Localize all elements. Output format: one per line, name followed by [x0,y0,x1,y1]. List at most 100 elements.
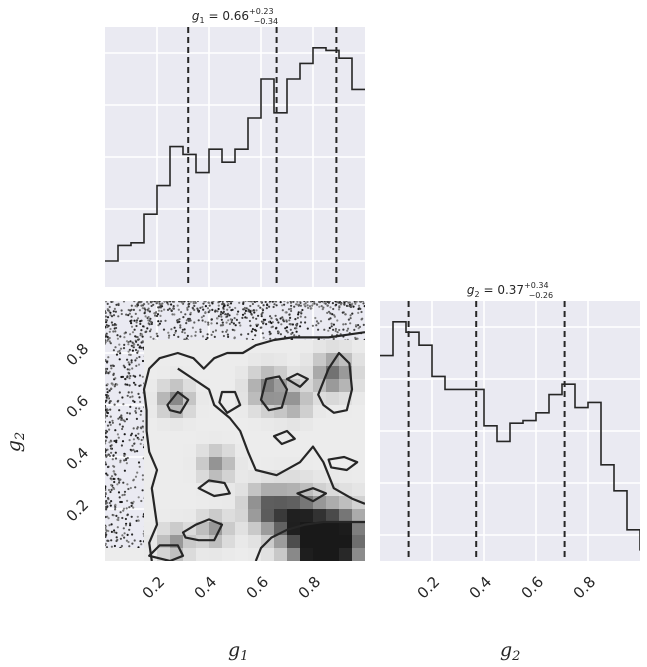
joint-point-1223 [158,322,161,325]
joint-contour-10 [327,455,359,472]
joint-point-330 [152,337,155,340]
joint-point-359 [255,309,258,312]
joint-point-1386 [105,319,107,322]
g1-title-symbol: g [192,9,200,23]
joint-point-159 [319,320,323,323]
joint-point-526 [126,513,129,516]
joint-point-1021 [130,322,133,325]
joint-point-999 [136,317,140,320]
joint-point-786 [128,312,131,315]
joint-point-332 [136,427,139,430]
joint-point-1398 [120,544,123,548]
joint-point-1013 [251,328,254,331]
joint-ytick-2: 0.6 [63,392,93,422]
joint-point-327 [304,321,307,324]
joint-point-48 [149,335,152,339]
joint-point-1330 [108,305,111,309]
joint-point-230 [116,526,119,529]
joint-point-619 [270,321,273,325]
joint-point-703 [171,313,174,316]
joint-point-713 [167,331,170,334]
joint-point-797 [290,304,293,307]
joint-density-cell-9-4 [222,496,235,509]
joint-density-cell-14-4 [287,496,300,509]
joint-density-cell-18-13 [339,379,352,392]
joint-density-cell-9-14 [222,366,235,379]
joint-point-1371 [159,306,162,309]
joint-point-686 [125,340,129,343]
joint-point-393 [336,319,339,322]
joint-density-cell-18-2 [339,522,352,535]
joint-point-1325 [339,303,343,306]
joint-point-663 [242,302,245,305]
joint-point-1318 [122,301,126,303]
joint-point-1050 [105,440,107,443]
joint-point-856 [105,399,108,402]
joint-density-cell-13-3 [274,509,287,522]
joint-density-cell-10-0 [235,548,248,561]
joint-density-cell-10-7 [235,457,248,470]
joint-density-cell-7-4 [196,496,209,509]
joint-point-191 [289,316,292,319]
joint-point-1329 [157,301,160,303]
joint-point-1169 [311,304,314,307]
joint-density-cell-16-11 [313,405,326,418]
joint-point-1198 [111,323,114,327]
joint-density-cell-15-11 [300,405,313,418]
joint-point-929 [230,321,233,324]
joint-density-cell-15-9 [300,431,313,444]
joint-contour-5 [317,351,354,414]
joint-point-1095 [217,315,220,318]
joint-point-860 [128,377,131,380]
joint-density-cell-7-16 [196,340,209,353]
joint-point-1104 [105,451,107,454]
joint-point-749 [226,333,229,336]
joint-point-531 [185,319,188,322]
joint-density-cell-6-4 [183,496,196,509]
joint-point-1110 [128,353,131,356]
joint-point-300 [136,471,139,474]
joint-point-1121 [226,301,229,303]
joint-point-1040 [127,361,130,364]
joint-density-cell-16-15 [313,353,326,366]
joint-point-673 [160,305,164,308]
joint-point-476 [108,389,111,392]
joint-point-56 [129,333,132,336]
joint-point-601 [226,312,230,315]
joint-point-766 [112,514,115,517]
joint-point-717 [164,319,167,322]
joint-point-881 [245,337,248,340]
joint-point-1037 [221,330,224,333]
joint-point-1176 [113,529,116,532]
joint-point-788 [118,479,121,482]
joint-density-cell-4-4 [157,496,170,509]
joint-point-1119 [334,301,337,303]
joint-density-cell-14-10 [287,418,300,431]
joint-point-1274 [106,309,110,312]
joint-point-513 [354,324,358,327]
joint-point-1345 [248,301,251,303]
joint-point-624 [132,448,135,451]
joint-point-905 [194,301,197,304]
joint-point-589 [342,323,345,326]
joint-point-722 [110,530,113,534]
joint-point-583 [230,309,233,312]
joint-density-cell-10-5 [235,483,248,496]
joint-point-1083 [334,327,337,331]
joint-point-791 [224,313,227,316]
joint-density-cell-15-1 [300,535,313,548]
joint-contour-4 [254,520,365,561]
joint-point-1299 [303,303,306,306]
joint-point-1313 [300,311,303,314]
joint-point-298 [118,423,121,426]
joint-density-cell-5-10 [170,418,183,431]
joint-point-239 [331,302,334,305]
joint-point-1237 [288,319,291,322]
joint-point-1206 [106,505,109,508]
joint-point-383 [306,301,309,303]
joint-point-1210 [137,438,140,441]
joint-point-832 [124,458,128,462]
joint-point-1399 [167,336,170,339]
joint-density-cell-13-16 [274,340,287,353]
joint-point-545 [155,332,158,335]
